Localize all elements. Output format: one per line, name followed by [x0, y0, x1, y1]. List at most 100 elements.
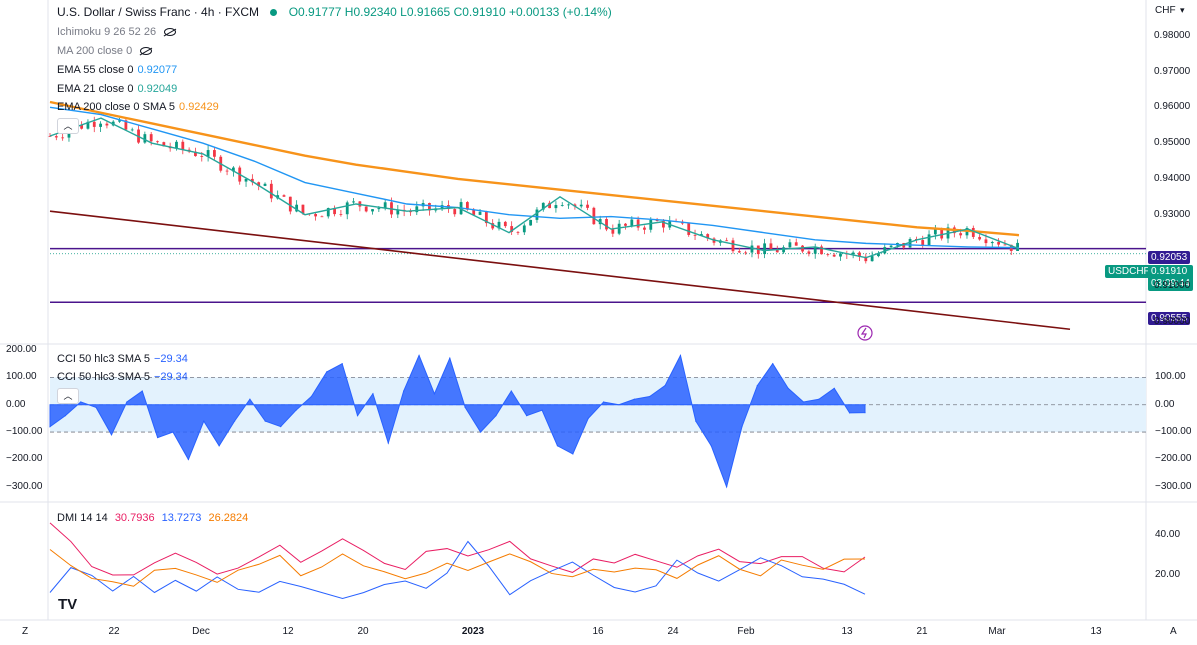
- candle-body: [725, 240, 729, 242]
- candle-body: [333, 208, 336, 215]
- cci-point: [233, 420, 236, 422]
- cci-point: [249, 398, 251, 400]
- indicator-ema200[interactable]: EMA 200 close 0 SMA 5 0.92429: [57, 101, 219, 113]
- zoom-button[interactable]: Z: [22, 626, 29, 637]
- candle-body: [864, 256, 868, 262]
- auto-scale-button[interactable]: A: [1170, 626, 1177, 637]
- dmi-legend[interactable]: DMI 14 14 30.7936 13.7273 26.2824: [57, 512, 249, 524]
- cci-point: [664, 384, 666, 387]
- candle-body: [225, 170, 229, 172]
- cci-axis-left-label: 0.00: [6, 398, 26, 410]
- cci-point: [695, 420, 697, 422]
- cci-legend-1[interactable]: CCI 50 hlc3 SMA 5 −29.34: [57, 353, 188, 365]
- indicator-ichimoku[interactable]: Ichimoku 9 26 52 26: [57, 26, 180, 38]
- candle-body: [611, 229, 615, 234]
- time-axis-label: 12: [282, 626, 294, 637]
- candle-body: [213, 150, 216, 157]
- candle-body: [339, 214, 343, 215]
- close-value: C0.91910: [453, 5, 506, 19]
- cci-point: [633, 398, 635, 400]
- candle-body: [984, 239, 988, 244]
- hidden-eye-icon[interactable]: [140, 47, 153, 56]
- candle-body: [567, 204, 570, 206]
- candle-body: [516, 231, 520, 233]
- lower-level-tag: 0.90555: [1148, 312, 1191, 325]
- cci-point: [787, 387, 789, 389]
- cci-legend-2[interactable]: CCI 50 hlc3 SMA 5 −29.34: [57, 371, 188, 383]
- cci-axis-right-label: 100.00: [1155, 371, 1186, 383]
- candle-body: [687, 223, 691, 235]
- cci-point: [710, 445, 712, 447]
- cci-point: [649, 395, 651, 398]
- time-axis-label: 2023: [461, 626, 485, 637]
- cci-point: [418, 354, 420, 357]
- candle-body: [535, 209, 539, 220]
- collapse-cci-button[interactable]: ︿: [57, 388, 79, 404]
- upper-level-tag: 0.92053: [1148, 251, 1191, 264]
- indicator-ma200[interactable]: MA 200 close 0: [57, 45, 156, 57]
- candle-body: [877, 253, 880, 257]
- candle-body: [858, 252, 861, 257]
- symbol-header: U.S. Dollar / Swiss Franc · 4h · FXCM O0…: [57, 5, 612, 19]
- cci-point: [556, 445, 559, 447]
- change-value: +0.00133 (+0.14%): [508, 5, 612, 19]
- indicator-ema55[interactable]: EMA 55 close 0 0.92077: [57, 64, 178, 76]
- candle-body: [301, 204, 305, 214]
- candle-body: [662, 221, 665, 228]
- cci-point: [126, 401, 128, 403]
- candle-body: [997, 242, 1000, 245]
- cci-axis-right-label: −100.00: [1155, 426, 1192, 438]
- currency-label[interactable]: CHF: [1155, 5, 1176, 16]
- cci-point: [449, 357, 451, 359]
- cci-point: [741, 426, 743, 428]
- candle-body: [624, 223, 627, 226]
- cci-point: [218, 445, 220, 447]
- candle-body: [978, 236, 982, 240]
- time-axis-label: 20: [357, 626, 369, 637]
- price-axis-label: 0.98000: [1154, 29, 1191, 41]
- cci-point: [433, 393, 436, 395]
- candle-body: [61, 137, 65, 139]
- candle-body: [820, 246, 823, 255]
- candle-body: [320, 216, 324, 218]
- dmi-line: [49, 522, 866, 576]
- cci-point: [372, 393, 374, 395]
- indicator-ema21[interactable]: EMA 21 close 0 0.92049: [57, 83, 178, 95]
- cci-point: [387, 442, 389, 444]
- cci-point: [587, 417, 589, 419]
- candle-body: [933, 229, 937, 235]
- cci-axis-left-label: 200.00: [6, 344, 37, 355]
- cci-point: [526, 415, 528, 417]
- time-axis-label: Dec: [192, 626, 210, 637]
- candle-body: [744, 252, 748, 254]
- hidden-eye-icon[interactable]: [164, 28, 177, 37]
- candle-body: [257, 182, 261, 186]
- candle-body: [503, 221, 507, 227]
- dropdown-chevron-icon[interactable]: ▾: [1180, 5, 1185, 15]
- candle-body: [750, 245, 754, 253]
- candle-body: [206, 150, 210, 157]
- candle-body: [839, 253, 842, 257]
- cci-point: [756, 384, 758, 387]
- tradingview-logo-icon: TV: [58, 596, 77, 613]
- candle-body: [428, 203, 431, 211]
- candle-body: [194, 151, 197, 157]
- candle-body: [149, 134, 153, 142]
- candle-body: [99, 123, 102, 127]
- candle-body: [371, 209, 374, 212]
- cci-point: [295, 409, 297, 411]
- cci-point: [495, 415, 497, 417]
- candle-body: [352, 201, 355, 203]
- price-pane: [48, 100, 1146, 331]
- candle-body: [484, 211, 488, 224]
- candle-body: [959, 233, 963, 236]
- candle-body: [636, 219, 640, 228]
- candle-body: [592, 207, 596, 225]
- candle-body: [453, 209, 457, 215]
- candle-body: [263, 183, 267, 186]
- collapse-legend-button[interactable]: ︿: [57, 118, 79, 134]
- candle-body: [548, 202, 551, 209]
- candle-body: [737, 251, 741, 253]
- cci-point: [510, 390, 512, 392]
